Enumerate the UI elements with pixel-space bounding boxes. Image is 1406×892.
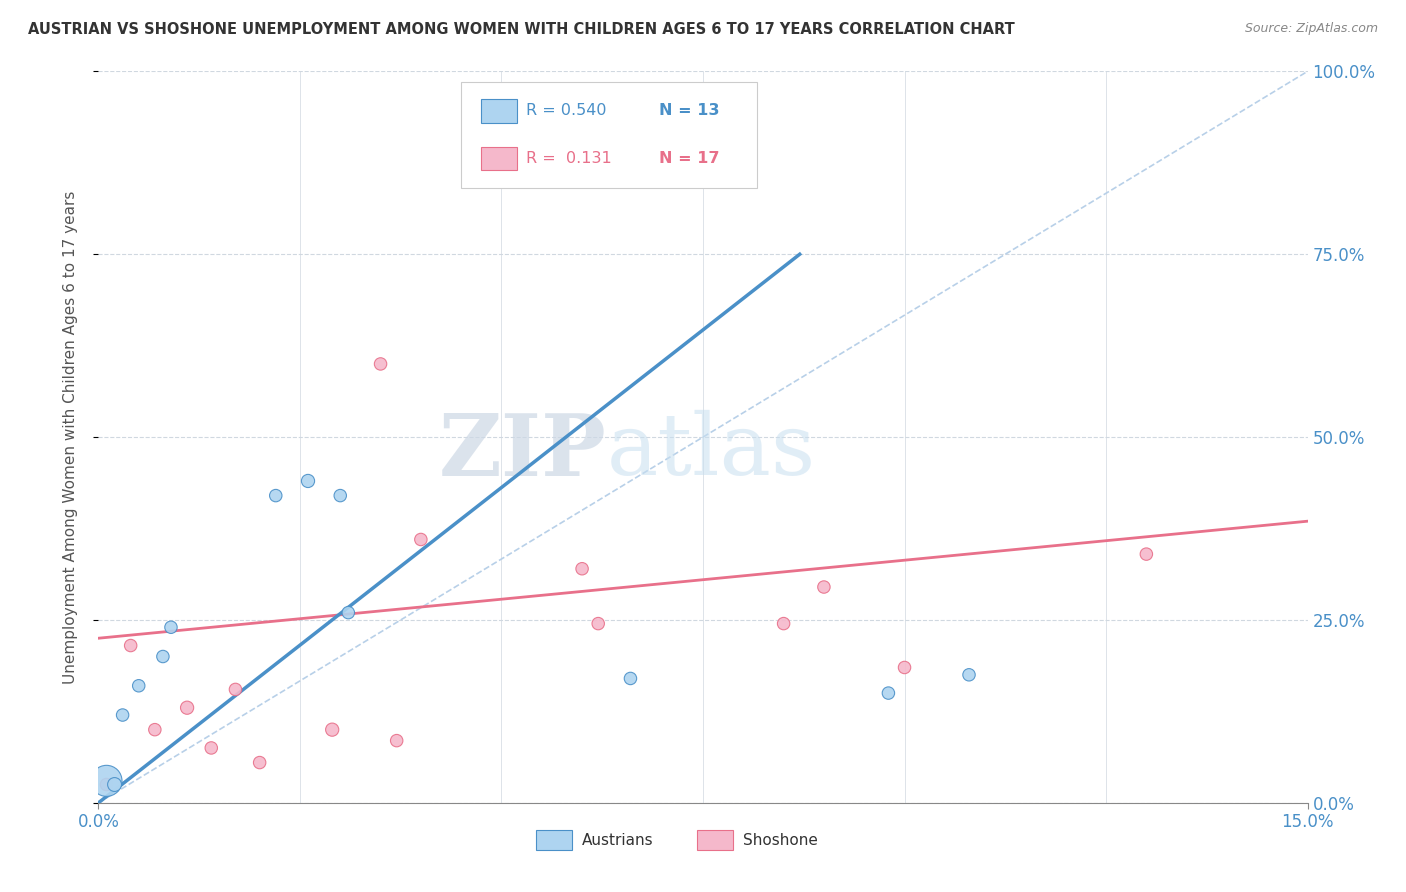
Point [143, 723, 166, 737]
Text: Austrians: Austrians [582, 832, 654, 847]
FancyBboxPatch shape [461, 82, 758, 188]
Bar [481, 146, 517, 170]
Text: AUSTRIAN VS SHOSHONE UNEMPLOYMENT AMONG WOMEN WITH CHILDREN AGES 6 TO 17 YEARS C: AUSTRIAN VS SHOSHONE UNEMPLOYMENT AMONG … [28, 22, 1015, 37]
Point [370, 357, 392, 371]
Point [586, 616, 609, 631]
Point [103, 778, 125, 792]
Y-axis label: Unemployment Among Women with Children Ages 6 to 17 years: Unemployment Among Women with Children A… [63, 190, 77, 684]
Text: Shoshone: Shoshone [742, 832, 818, 847]
Point [409, 533, 432, 547]
Point [96, 773, 118, 788]
Point [571, 562, 593, 576]
Text: R =  0.131: R = 0.131 [526, 151, 612, 166]
Point [200, 740, 222, 755]
Point [772, 616, 794, 631]
Text: N = 17: N = 17 [659, 151, 720, 166]
Bar [697, 830, 734, 850]
Point [1135, 547, 1157, 561]
Point [224, 682, 246, 697]
Point [329, 489, 352, 503]
Point [111, 708, 134, 723]
Point [297, 474, 319, 488]
Point [337, 606, 360, 620]
Point [152, 649, 174, 664]
Point [96, 778, 118, 792]
Point [893, 660, 915, 674]
Text: N = 13: N = 13 [659, 103, 720, 119]
Bar [536, 830, 572, 850]
Point [160, 620, 183, 634]
Point [120, 639, 142, 653]
Text: atlas: atlas [606, 410, 815, 493]
Point [321, 723, 343, 737]
Point [176, 700, 198, 714]
Point [264, 489, 287, 503]
Point [128, 679, 150, 693]
Text: ZIP: ZIP [439, 409, 606, 493]
Point [619, 672, 641, 686]
Text: R = 0.540: R = 0.540 [526, 103, 607, 119]
Point [957, 667, 980, 681]
Point [249, 756, 271, 770]
Point [877, 686, 900, 700]
Point [813, 580, 835, 594]
Point [385, 733, 408, 747]
Text: Source: ZipAtlas.com: Source: ZipAtlas.com [1244, 22, 1378, 36]
Bar [481, 99, 517, 122]
